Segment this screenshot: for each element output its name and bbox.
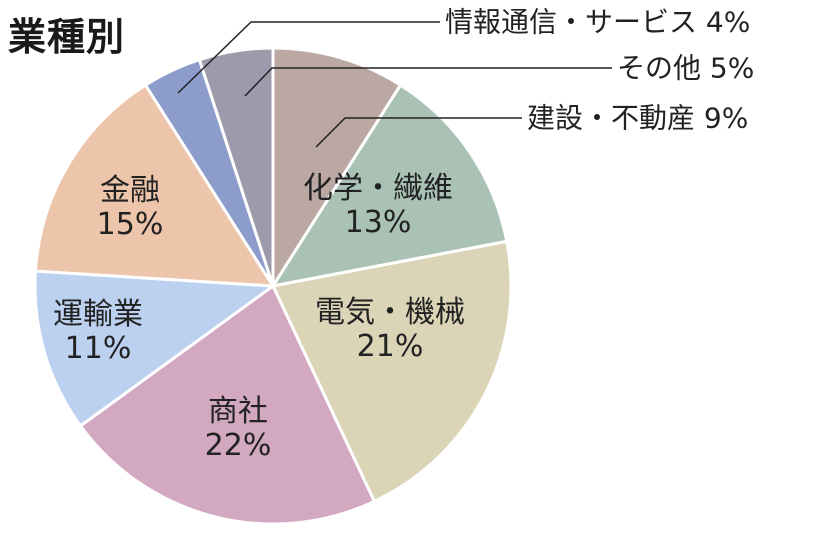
outside-label-6: 情報通信・サービス 4% (445, 6, 750, 39)
pie-slice-2 (271, 239, 513, 503)
slice-label-5: 金融 (100, 173, 160, 208)
chart-title: 業種別 (8, 15, 126, 59)
slice-label-3: 商社 (208, 394, 268, 429)
pie-slice-7 (197, 46, 275, 288)
leader-line-7 (244, 67, 612, 97)
pie-slice-1 (271, 83, 509, 288)
pie-slice-3 (78, 284, 376, 526)
outside-label-0: 建設・不動産 9% (527, 102, 748, 135)
leader-line-0 (315, 117, 522, 148)
pie-slice-5 (33, 83, 275, 288)
pie-slice-4 (33, 269, 275, 428)
slice-value-2: 21% (357, 329, 424, 364)
slice-value-4: 11% (65, 331, 132, 366)
slice-label-4: 運輸業 (53, 297, 143, 332)
leader-line-6 (177, 21, 440, 94)
outside-label-7: その他 5% (617, 52, 754, 85)
slice-value-1: 13% (345, 205, 412, 240)
slice-value-3: 22% (205, 428, 272, 463)
slice-value-5: 15% (97, 207, 164, 242)
slice-label-1: 化学・繊維 (303, 171, 453, 206)
pie-slice-0 (271, 46, 403, 288)
slice-label-2: 電気・機械 (315, 295, 465, 330)
